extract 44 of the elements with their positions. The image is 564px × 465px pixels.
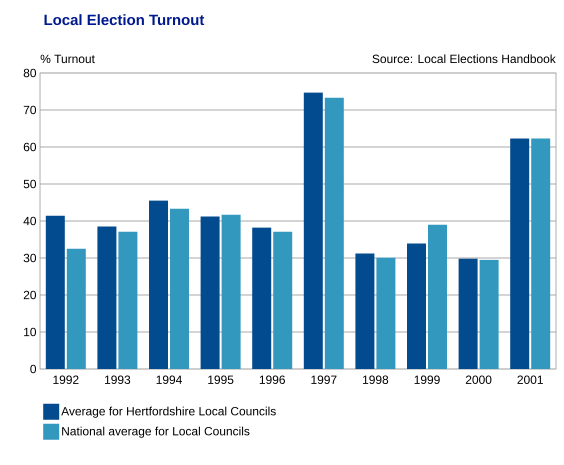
- bar: [480, 260, 499, 369]
- bar: [458, 258, 478, 369]
- bar: [273, 232, 292, 369]
- y-tick-label: 10: [24, 328, 36, 336]
- bar: [324, 98, 344, 369]
- y-tick-label: 70: [24, 106, 36, 114]
- bar: [149, 200, 168, 369]
- x-tick-label: 1997: [311, 376, 336, 384]
- y-tick-label: 80: [24, 68, 36, 78]
- legend-label: National average for Local Councils: [62, 426, 250, 438]
- bar: [252, 228, 272, 369]
- x-tick-label: 2001: [518, 376, 543, 384]
- x-tick-label: 1992: [53, 376, 78, 384]
- y-tick-label: 20: [24, 290, 36, 300]
- bar: [510, 138, 530, 369]
- x-tick-label: 1994: [156, 376, 182, 384]
- x-tick-label: 1996: [260, 376, 285, 384]
- y-tick-label: 0: [30, 364, 36, 374]
- x-tick-label: 1993: [105, 376, 130, 384]
- x-tick-label: 1999: [414, 376, 440, 384]
- y-axis-title: % Turnout: [40, 54, 95, 64]
- bar: [200, 216, 220, 369]
- bar: [355, 254, 374, 369]
- y-tick-label: 30: [24, 254, 36, 262]
- source-note: Source: Local Elections Handbook: [372, 54, 556, 64]
- x-tick-label: 2000: [466, 376, 492, 384]
- bar: [97, 226, 116, 369]
- x-tick-label: 1995: [208, 376, 234, 384]
- bar: [118, 232, 138, 369]
- chart-title: Local Election Turnout: [44, 14, 204, 26]
- bar: [376, 258, 396, 369]
- bar: [304, 92, 323, 369]
- legend-label: Average for Hertfordshire Local Councils: [61, 406, 276, 418]
- bar: [407, 244, 426, 369]
- bar: [531, 138, 550, 369]
- bar: [66, 248, 86, 369]
- bar: [222, 214, 241, 369]
- bar: [428, 224, 448, 369]
- x-tick-label: 1998: [363, 376, 388, 384]
- bar: [170, 208, 190, 369]
- y-tick-label: 60: [24, 142, 36, 152]
- bar: [46, 216, 65, 369]
- y-tick-label: 40: [23, 216, 36, 226]
- y-tick-label: 50: [24, 180, 36, 188]
